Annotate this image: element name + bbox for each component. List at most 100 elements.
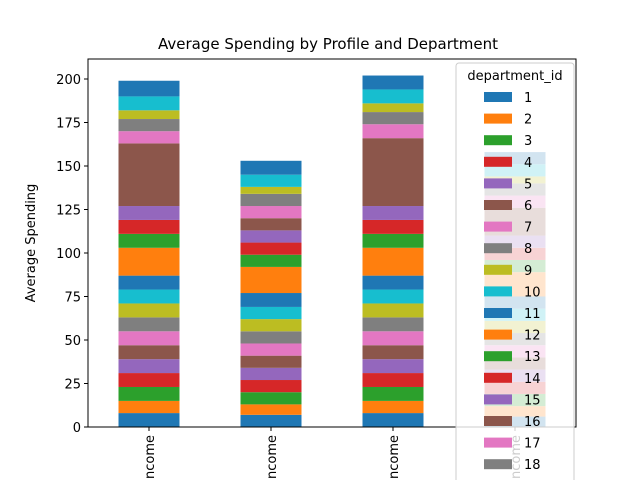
legend-label: 7 bbox=[524, 221, 532, 236]
bar-segment bbox=[118, 317, 180, 332]
legend-label: 14 bbox=[524, 372, 541, 387]
bar-segment bbox=[118, 345, 180, 360]
bar-segment bbox=[240, 160, 302, 175]
bar-segment bbox=[118, 289, 180, 304]
legend-swatch bbox=[484, 308, 512, 318]
legend-swatch bbox=[484, 156, 512, 167]
legend-label: 8 bbox=[524, 242, 532, 257]
bar-segment bbox=[240, 306, 302, 320]
bar-segment bbox=[362, 345, 424, 360]
bar-segment bbox=[118, 110, 180, 120]
bar-segment bbox=[362, 413, 424, 427]
bar-segment bbox=[118, 119, 180, 132]
legend: department_id123456789101112131415161718… bbox=[455, 62, 575, 480]
bar-segment bbox=[240, 319, 302, 332]
legend-label: 5 bbox=[524, 177, 532, 192]
bar-segment bbox=[118, 143, 180, 207]
bar-segment bbox=[118, 331, 180, 346]
bar-segment bbox=[240, 230, 302, 243]
legend-label: 10 bbox=[524, 285, 541, 300]
bar-segment bbox=[362, 373, 424, 387]
legend-swatch bbox=[484, 394, 512, 405]
bar-segment bbox=[118, 400, 180, 414]
bar-segment bbox=[118, 359, 180, 374]
bar-segment bbox=[362, 289, 424, 304]
y-tick-label: 175 bbox=[56, 117, 81, 132]
legend-label: 11 bbox=[524, 307, 541, 322]
y-tick-label: 0 bbox=[73, 421, 81, 436]
x-tick-label: ncome bbox=[265, 435, 280, 479]
legend-label: 4 bbox=[524, 156, 532, 171]
legend-label: 17 bbox=[524, 437, 541, 452]
bar-segment bbox=[362, 206, 424, 220]
x-tick-label: ncome bbox=[143, 435, 158, 479]
bar-segment bbox=[362, 317, 424, 332]
bar-segment bbox=[240, 367, 302, 381]
bar-segment bbox=[118, 303, 180, 318]
legend-swatch bbox=[484, 178, 512, 189]
legend-label: 9 bbox=[524, 264, 532, 279]
bar-segment bbox=[240, 414, 302, 427]
y-tick-label: 25 bbox=[64, 378, 81, 393]
bar-segment bbox=[240, 293, 302, 307]
legend-label: 13 bbox=[524, 350, 541, 365]
bar-segment bbox=[118, 275, 180, 290]
bar-segment bbox=[362, 219, 424, 234]
bar-segment bbox=[118, 80, 180, 97]
legend-label: 3 bbox=[524, 134, 532, 149]
bar-segment bbox=[362, 233, 424, 248]
legend-swatch bbox=[484, 372, 512, 383]
bar-segment bbox=[362, 112, 424, 125]
bar-segment bbox=[118, 233, 180, 248]
bar-segment bbox=[362, 138, 424, 207]
bar-segment bbox=[240, 380, 302, 393]
chart-title: Average Spending by Profile and Departme… bbox=[158, 35, 498, 53]
bar-segment bbox=[240, 254, 302, 267]
legend-swatch bbox=[484, 329, 512, 340]
y-tick-label: 100 bbox=[56, 247, 81, 262]
bar-segment bbox=[118, 219, 180, 234]
bar-segment bbox=[240, 404, 302, 415]
bar-segment bbox=[240, 218, 302, 231]
legend-swatch bbox=[484, 221, 512, 232]
legend-label: 1 bbox=[524, 91, 532, 106]
bar-segment bbox=[362, 89, 424, 104]
bar-segment bbox=[240, 186, 302, 194]
x-tick-label: ncome bbox=[387, 435, 402, 479]
y-tick-label: 75 bbox=[64, 291, 81, 306]
bar-segment bbox=[118, 247, 180, 276]
legend-label: 18 bbox=[524, 458, 541, 473]
bar-segment bbox=[362, 331, 424, 346]
bar-segment bbox=[362, 386, 424, 401]
legend-swatch bbox=[484, 437, 512, 448]
y-tick-label: 50 bbox=[64, 334, 81, 349]
bar-segment bbox=[362, 359, 424, 374]
legend-label: 6 bbox=[524, 199, 532, 214]
legend-box bbox=[455, 62, 575, 480]
plot-frame bbox=[87, 58, 577, 428]
bar-segment bbox=[240, 343, 302, 356]
bar-segment bbox=[118, 96, 180, 111]
legend-swatch bbox=[484, 286, 512, 297]
legend-swatch bbox=[484, 351, 512, 362]
legend-label: 2 bbox=[524, 113, 532, 128]
bar-segment bbox=[362, 275, 424, 290]
y-tick-label: 200 bbox=[56, 73, 81, 88]
y-tick-label: 150 bbox=[56, 160, 81, 175]
bar-segment bbox=[118, 131, 180, 144]
bar-segment bbox=[118, 373, 180, 387]
bar-segment bbox=[362, 303, 424, 318]
bar-segment bbox=[118, 386, 180, 401]
legend-swatch bbox=[484, 135, 512, 146]
legend-label: 15 bbox=[524, 393, 541, 408]
bar-segment bbox=[240, 331, 302, 344]
bar-segment bbox=[362, 103, 424, 113]
bar-segment bbox=[240, 355, 302, 368]
bar-segment bbox=[240, 193, 302, 207]
bar-segment bbox=[362, 75, 424, 90]
y-axis-label: Average Spending bbox=[24, 184, 39, 303]
legend-label: 12 bbox=[524, 329, 541, 344]
legend-swatch bbox=[484, 416, 512, 426]
